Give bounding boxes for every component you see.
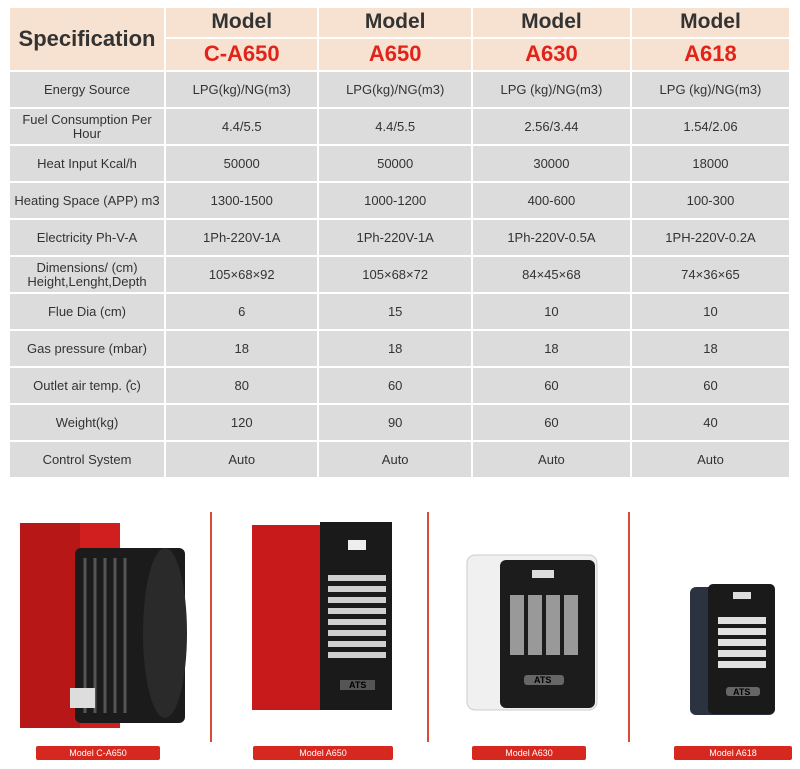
- spec-value: 10: [631, 294, 789, 329]
- spec-label: Electricity Ph-V-A: [10, 220, 164, 255]
- spec-label: Outlet air temp. (̊c): [10, 368, 164, 403]
- product-caption: Model A630: [472, 746, 586, 760]
- spec-value: Auto: [166, 442, 318, 477]
- spec-label: Heat Input Kcal/h: [10, 146, 164, 181]
- svg-text:ATS: ATS: [733, 687, 750, 697]
- spec-row: Heat Input Kcal/h 50000 50000 30000 18000: [10, 146, 789, 181]
- spec-value: 105×68×92: [166, 257, 318, 292]
- spec-row: Weight(kg) 120 90 60 40: [10, 405, 789, 440]
- spec-value: Auto: [631, 442, 789, 477]
- heater-c-a650-image: [20, 523, 187, 728]
- spec-row: Outlet air temp. (̊c) 80 60 60 60: [10, 368, 789, 403]
- spec-value: 18: [166, 331, 318, 366]
- spec-value: 50000: [319, 146, 471, 181]
- spec-label: Gas pressure (mbar): [10, 331, 164, 366]
- spec-value: 50000: [166, 146, 318, 181]
- spec-value: 400-600: [472, 183, 630, 218]
- spec-value: 1PH-220V-0.2A: [631, 220, 789, 255]
- spec-value: LPG (kg)/NG(m3): [472, 72, 630, 107]
- spec-value: 1Ph-220V-1A: [166, 220, 318, 255]
- spec-value: 15: [319, 294, 471, 329]
- spec-value: 4.4/5.5: [166, 109, 318, 144]
- spec-row: Energy Source LPG(kg)/NG(m3) LPG(kg)/NG(m3…: [10, 72, 789, 107]
- model-heading: Model: [319, 8, 471, 37]
- spec-value: 1300-1500: [166, 183, 318, 218]
- product-caption: Model A650: [253, 746, 393, 760]
- spec-value: 80: [166, 368, 318, 403]
- divider: [628, 512, 630, 742]
- spec-row: Heating Space (APP) m3 1300-1500 1000-1200…: [10, 183, 789, 218]
- model-heading: Model: [472, 8, 630, 37]
- spec-value: 1000-1200: [319, 183, 471, 218]
- model-code: C-A650: [166, 38, 318, 70]
- spec-value: 1.54/2.06: [631, 109, 789, 144]
- spec-value: 10: [472, 294, 630, 329]
- divider: [210, 512, 212, 742]
- spec-value: 100-300: [631, 183, 789, 218]
- spec-label: Weight(kg): [10, 405, 164, 440]
- product-gallery: ATS ATS ATS Model C-A650 Model A650 Mode…: [0, 500, 800, 769]
- heater-a618-image: ATS: [690, 584, 775, 715]
- spec-value: LPG (kg)/NG(m3): [631, 72, 789, 107]
- spec-label: Heating Space (APP) m3: [10, 183, 164, 218]
- spec-value: LPG(kg)/NG(m3): [166, 72, 318, 107]
- spec-value: 1Ph-220V-1A: [319, 220, 471, 255]
- model-heading: Model: [166, 8, 318, 37]
- divider: [427, 512, 429, 742]
- spec-value: 4.4/5.5: [319, 109, 471, 144]
- spec-value: 18: [631, 331, 789, 366]
- spec-value: 2.56/3.44: [472, 109, 630, 144]
- spec-label: Fuel Consumption Per Hour: [10, 109, 164, 144]
- heater-a650-image: ATS: [252, 522, 392, 710]
- spec-value: 40: [631, 405, 789, 440]
- spec-row: Control System Auto Auto Auto Auto: [10, 442, 789, 477]
- spec-value: 90: [319, 405, 471, 440]
- spec-label: Control System: [10, 442, 164, 477]
- svg-text:ATS: ATS: [534, 675, 551, 685]
- spec-value: 1Ph-220V-0.5A: [472, 220, 630, 255]
- spec-row: Gas pressure (mbar) 18 18 18 18: [10, 331, 789, 366]
- spec-value: Auto: [319, 442, 471, 477]
- product-caption: Model C-A650: [36, 746, 160, 760]
- model-code: A618: [631, 38, 789, 70]
- spec-value: 60: [631, 368, 789, 403]
- spec-label: Flue Dia (cm): [10, 294, 164, 329]
- heater-a630-image: ATS: [466, 554, 598, 711]
- model-heading: Model: [631, 8, 789, 37]
- spec-value: 60: [319, 368, 471, 403]
- spec-label: Dimensions/ (cm) Height,Lenght,Depth: [10, 257, 164, 292]
- spec-value: 84×45×68: [472, 257, 630, 292]
- spec-value: 18: [319, 331, 471, 366]
- svg-text:ATS: ATS: [349, 680, 366, 690]
- spec-value: 60: [472, 368, 630, 403]
- spec-value: 18000: [631, 146, 789, 181]
- spec-label: Energy Source: [10, 72, 164, 107]
- spec-value: 60: [472, 405, 630, 440]
- model-code: A650: [319, 38, 471, 70]
- spec-row: Dimensions/ (cm) Height,Lenght,Depth 105×…: [10, 257, 789, 292]
- spec-value: 105×68×72: [319, 257, 471, 292]
- spec-value: Auto: [472, 442, 630, 477]
- spec-row: Fuel Consumption Per Hour 4.4/5.5 4.4/5.5 2…: [10, 109, 789, 144]
- spec-row: Flue Dia (cm) 6 15 10 10: [10, 294, 789, 329]
- spec-value: 74×36×65: [631, 257, 789, 292]
- spec-row: Electricity Ph-V-A 1Ph-220V-1A 1Ph-220V-1A…: [10, 220, 789, 255]
- spec-value: LPG(kg)/NG(m3): [319, 72, 471, 107]
- spec-value: 30000: [472, 146, 630, 181]
- spec-value: 120: [166, 405, 318, 440]
- spec-header: Specification: [10, 8, 164, 70]
- spec-value: 18: [472, 331, 630, 366]
- spec-value: 6: [166, 294, 318, 329]
- model-code: A630: [472, 38, 630, 70]
- product-caption: Model A618: [674, 746, 792, 760]
- specification-table: Specification Model Model Model Model C-…: [8, 6, 791, 479]
